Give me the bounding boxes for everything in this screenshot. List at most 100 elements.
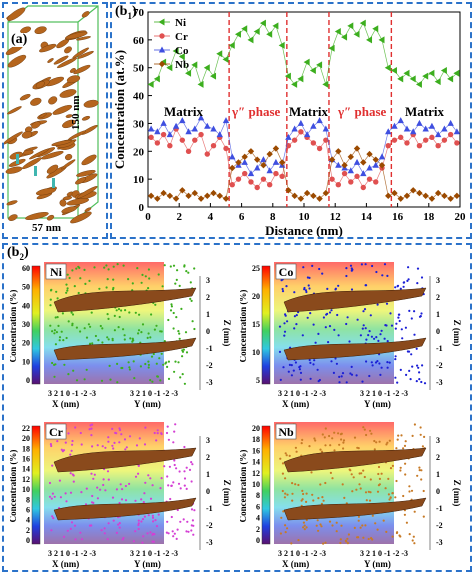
atom-dot (306, 316, 309, 319)
atom-dot (166, 365, 169, 368)
atom-dot (331, 437, 334, 440)
cluster-marker (16, 154, 19, 164)
atom-dot (125, 446, 128, 449)
atom-dot (370, 361, 373, 364)
atom-dot (193, 509, 196, 512)
atom-dot (400, 328, 403, 331)
colorbar-tick-label: 18 (22, 444, 30, 453)
atom-dot (329, 444, 332, 447)
atom-dot (187, 271, 190, 274)
precipitate-shape (51, 140, 72, 146)
atom-dot (175, 467, 178, 470)
atom-dot (302, 521, 305, 524)
atom-dot (79, 277, 82, 280)
atom-dot (67, 320, 70, 323)
atom-dot (409, 378, 412, 381)
nb-point (322, 189, 330, 197)
cr-point (373, 179, 379, 185)
atom-dot (113, 314, 116, 317)
atom-dot (50, 529, 53, 532)
co-point (172, 122, 180, 129)
colorbar-tick-label: 12 (22, 475, 30, 484)
x-tick-label: 6 (239, 211, 245, 223)
atom-dot (294, 361, 297, 364)
atom-dot (96, 444, 99, 447)
nb-point (441, 192, 448, 200)
atom-dot (309, 377, 312, 380)
z-tick-label: 2 (206, 293, 210, 302)
atom-dot (281, 287, 284, 291)
cr-point (354, 173, 360, 180)
atom-dot (362, 324, 365, 327)
atom-dot (419, 433, 422, 436)
atom-dot (190, 508, 194, 511)
atom-dot (313, 359, 316, 362)
atom-dot (403, 444, 407, 447)
atom-dot (131, 282, 134, 285)
atom-dot (79, 330, 82, 333)
ni-point (266, 30, 273, 38)
atom-dot (60, 448, 63, 451)
precipitate-shape (83, 99, 99, 108)
atom-dot (311, 264, 314, 267)
element-label: Co (279, 265, 294, 279)
x-tick-label: 16 (392, 211, 404, 223)
atom-dot (136, 267, 139, 270)
atom-dot (69, 527, 72, 530)
precipitate-shape (34, 26, 47, 35)
atom-dot (101, 327, 104, 330)
atom-dot (335, 530, 338, 533)
atom-dot (166, 475, 169, 478)
cr-point (291, 137, 298, 143)
atom-dot (418, 315, 422, 318)
y-tick-label: 60 (133, 35, 145, 47)
atom-dot (284, 477, 287, 480)
atom-dot (408, 485, 411, 488)
atom-dot (399, 469, 402, 472)
co-point (158, 46, 166, 53)
atom-dot (308, 445, 311, 448)
atom-dot (373, 448, 376, 451)
atom-dot (330, 360, 333, 363)
precipitate-shape (46, 214, 55, 221)
atom-dot (345, 322, 348, 326)
cr-point (266, 182, 273, 188)
atom-dot (416, 364, 419, 367)
co-point (154, 128, 161, 135)
atom-dot (79, 531, 82, 534)
nb-point (341, 162, 348, 169)
nb-point (222, 195, 230, 202)
atom-dot (155, 525, 159, 528)
concentration-volume (274, 422, 394, 544)
atom-dot (359, 334, 362, 337)
nb-point (403, 192, 411, 200)
atom-dot (117, 326, 120, 329)
atom-dot (147, 287, 150, 290)
atom-dot (383, 337, 386, 340)
atom-dot (396, 381, 399, 384)
z-tick-label: -1 (206, 504, 213, 513)
atom-dot (167, 360, 170, 363)
atom-dot (185, 487, 188, 490)
atom-dot (365, 338, 368, 341)
atom-dot (281, 290, 285, 293)
nb-point (229, 164, 236, 172)
z-tick-label: -2 (206, 361, 213, 370)
atom-dot (193, 327, 196, 331)
atom-dot (356, 446, 359, 449)
atom-dot (335, 521, 338, 524)
ni-point (447, 75, 454, 83)
precipitate-shape (39, 43, 57, 53)
atom-dot (179, 520, 182, 523)
atom-dot (119, 483, 122, 486)
atom-dot (58, 336, 62, 339)
atom-dot (300, 442, 303, 445)
atom-dot (378, 440, 381, 443)
atom-dot (174, 423, 177, 426)
atom-dot (147, 363, 150, 366)
atom-dot (368, 374, 371, 378)
atom-dot (412, 535, 415, 538)
atom-dot (159, 379, 162, 382)
atom-dot (371, 538, 374, 541)
